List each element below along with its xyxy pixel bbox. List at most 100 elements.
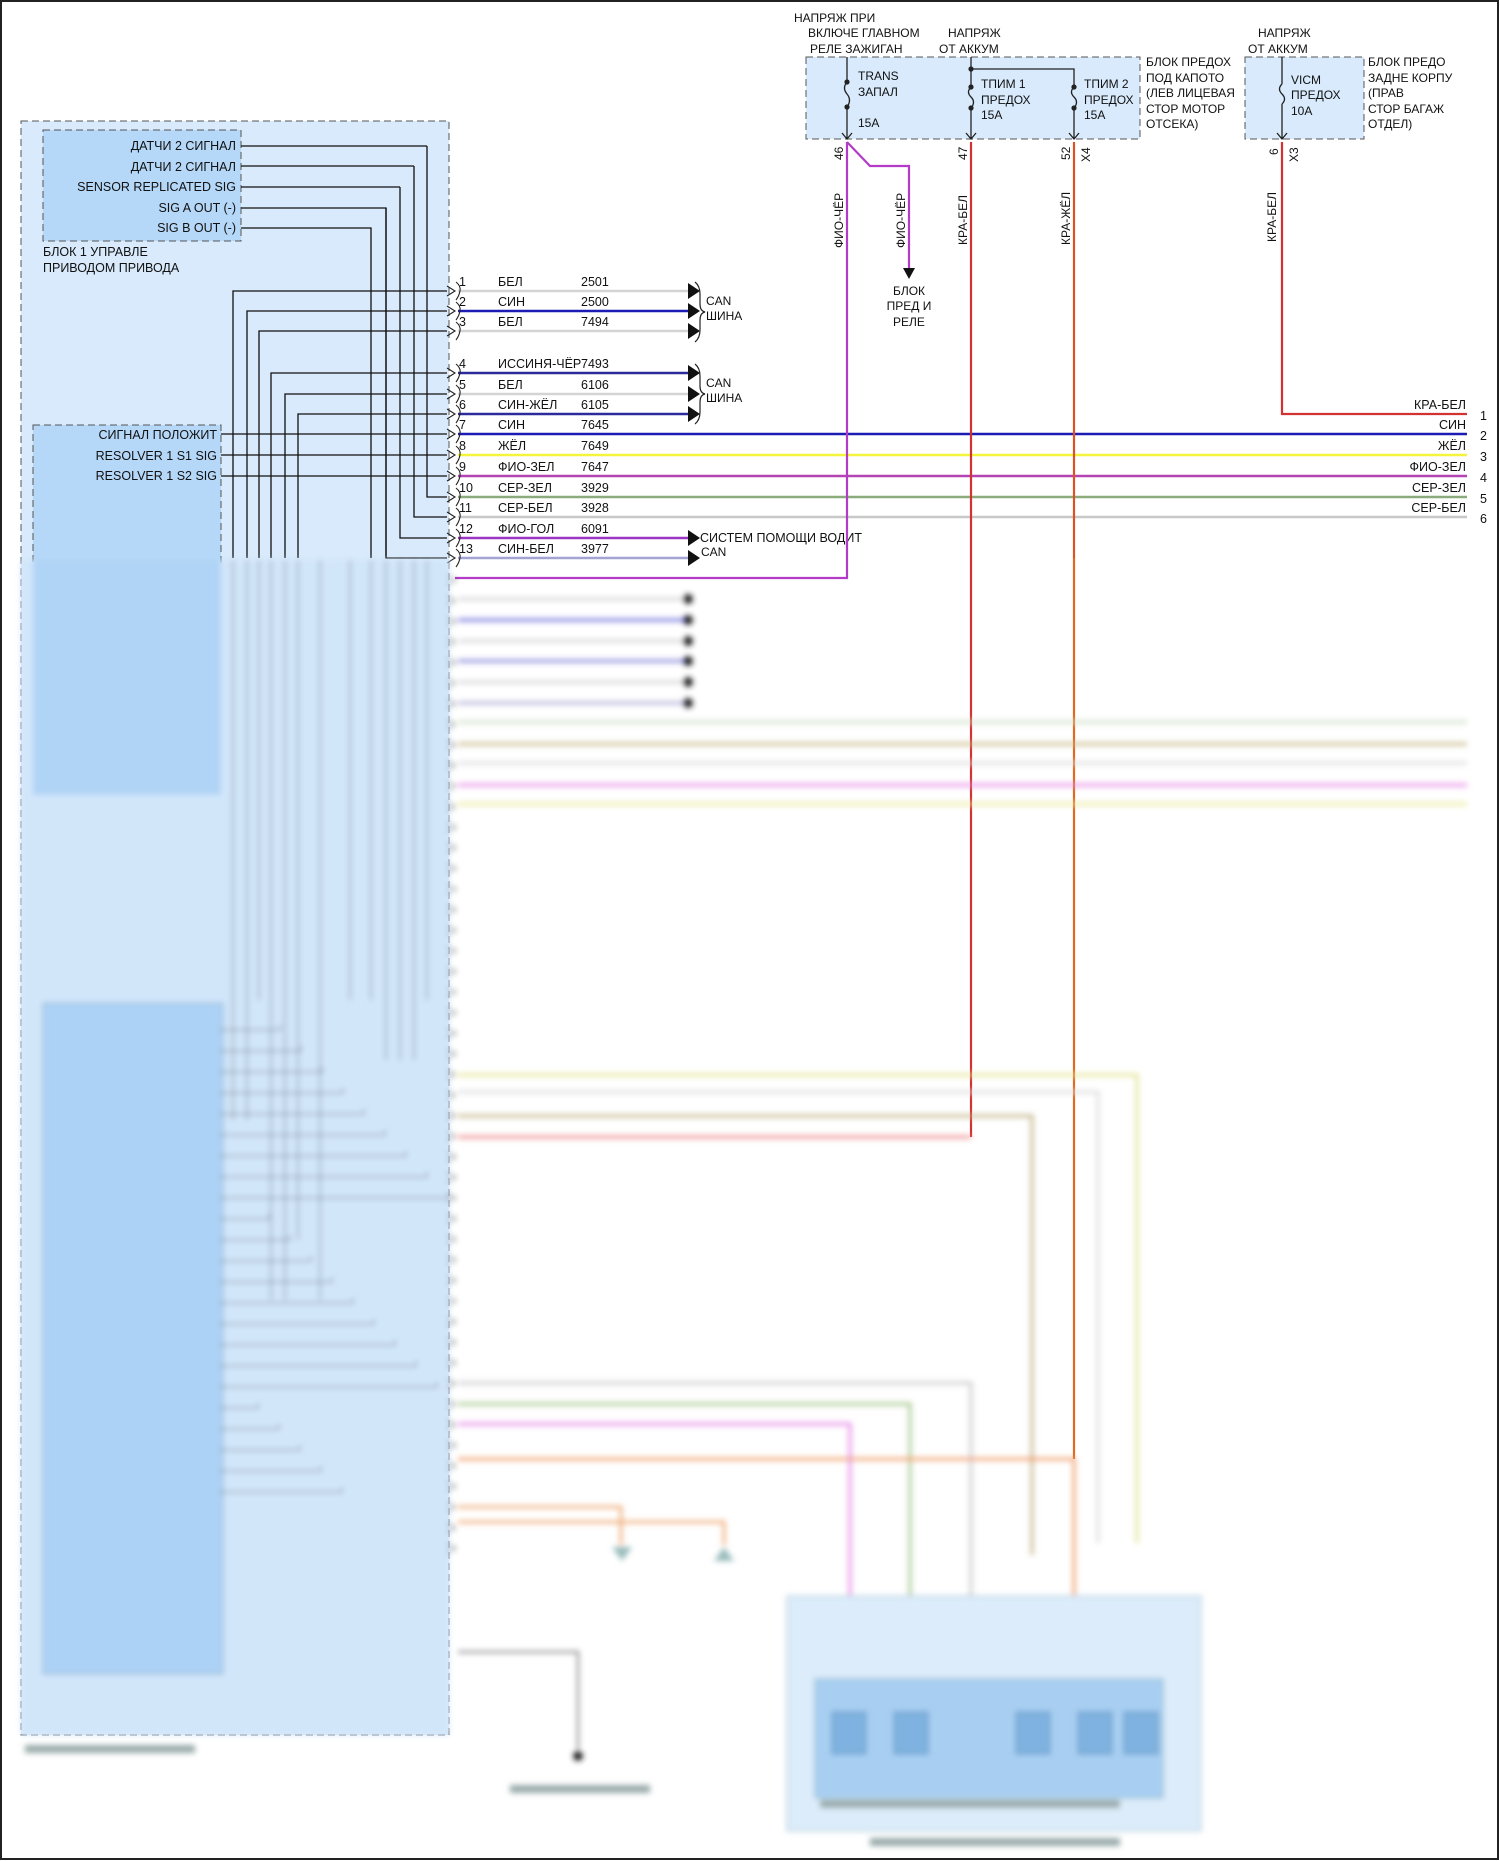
- blurred-wire: [458, 1090, 1100, 1543]
- blurred-wire: [446, 1048, 456, 1060]
- panel-name: БЛОК ПРЕДО: [1368, 55, 1446, 69]
- blurred-wire: [220, 1025, 281, 1031]
- blurred-wire: [446, 595, 456, 607]
- connector-row: 11 СЕР-БЕЛ 3928: [446, 501, 1467, 527]
- blurred-terminal: [683, 636, 693, 646]
- submodule-2-pins: СИГНАЛ ПОЛОЖИТ RESOLVER 1 S1 SIG RESOLVE…: [96, 428, 218, 483]
- pin-label: SENSOR REPLICATED SIG: [77, 180, 236, 194]
- blurred-terminal: [683, 615, 693, 625]
- blurred-wire: [446, 574, 456, 586]
- can-bus-label: CAN: [706, 376, 731, 390]
- fuse-panel-1-name: БЛОК ПРЕДОХ ПОД КАПОТО (ЛЕВ ЛИЦЕВАЯ СТОР…: [1146, 55, 1235, 131]
- panel-name: ПОД КАПОТО: [1146, 71, 1224, 85]
- connector-rows: 1 БЕЛ 2501 2 СИН 2500 3 БЕЛ 7494 4 ИССИНЯ-ЧЁР 7493 5…: [446, 275, 1467, 568]
- wire-color: КРА-БЕЛ: [1265, 192, 1279, 242]
- arrow-icon: [688, 303, 700, 319]
- right-wire-color: СЕР-ЗЕЛ: [1412, 481, 1466, 495]
- blurred-wire: [446, 1171, 456, 1183]
- blurred-wire: [220, 1214, 270, 1220]
- panel-name: БЛОК ПРЕДОХ: [1146, 55, 1231, 69]
- supply-label: РЕЛЕ ЗАЖИГАН: [810, 42, 903, 56]
- right-pin-number: 5: [1480, 492, 1487, 506]
- blurred-wire: [220, 1256, 312, 1262]
- blurred-wire: [446, 1130, 456, 1142]
- blurred-wire: [446, 718, 456, 730]
- pin-number: 47: [956, 146, 970, 160]
- fuse-panel-1-box: [805, 56, 1141, 140]
- row-color: БЕЛ: [498, 378, 523, 392]
- right-wire-color: СЕР-БЕЛ: [1411, 501, 1466, 515]
- driver-assist-label: СИСТЕМ ПОМОЩИ ВОДИТ: [700, 531, 862, 545]
- pin-label: SIG A OUT (-): [158, 201, 236, 215]
- blurred-wire: [446, 1398, 456, 1410]
- blurred-wire: [446, 615, 456, 627]
- internal-wire: [426, 146, 447, 498]
- connector-row: 4 ИССИНЯ-ЧЁР 7493: [446, 357, 700, 383]
- blurred-terminal: [683, 698, 693, 708]
- row-color: СЕР-БЕЛ: [498, 501, 553, 515]
- blurred-region: [21, 560, 1467, 1846]
- row-circuit: 3929: [581, 481, 609, 495]
- right-pin-number: 4: [1480, 471, 1487, 485]
- row-circuit: 3928: [581, 501, 609, 515]
- connector-row: 9 ФИО-ЗЕЛ 7647: [446, 460, 1467, 486]
- blurred-terminal: [683, 594, 693, 604]
- fuse-rating: 15A: [1084, 108, 1105, 122]
- blurred-wire: [220, 1193, 449, 1199]
- blurred-wire: [446, 1027, 456, 1039]
- blurred-wire: [220, 1067, 323, 1073]
- arrow-icon: [688, 323, 700, 339]
- blurred-wire: [220, 1361, 417, 1367]
- fuse-rating: 15A: [981, 108, 1002, 122]
- internal-wire: [297, 413, 447, 558]
- fuse-label: VICM: [1291, 73, 1321, 87]
- wire-color: КРА-БЕЛ: [956, 195, 970, 245]
- row-circuit: 3977: [581, 542, 609, 556]
- blurred-wire: [446, 1295, 456, 1307]
- blurred-wire: [446, 636, 456, 648]
- blurred-wire: [446, 986, 456, 998]
- blurred-wire: [446, 698, 456, 710]
- blurred-wire: [446, 739, 456, 751]
- row-circuit: 6106: [581, 378, 609, 392]
- terminal-icon: [446, 384, 461, 404]
- branch-target: ПРЕД И: [887, 299, 932, 313]
- right-wire-color: ФИО-ЗЕЛ: [1410, 460, 1466, 474]
- blurred-wire: [458, 1422, 852, 1600]
- row-color: ИССИНЯ-ЧЁР: [498, 357, 581, 371]
- blurred-wire: [446, 1192, 456, 1204]
- fuse-label: ТПИМ 1: [981, 77, 1026, 91]
- blurred-wire: [458, 1520, 726, 1545]
- blurred-wire: [446, 780, 456, 792]
- row-circuit: 2501: [581, 275, 609, 289]
- blurred-wire: [446, 883, 456, 895]
- blurred-wire: [446, 1480, 456, 1492]
- blurred-wire: [220, 1382, 438, 1388]
- blurred-wire: [220, 1319, 375, 1325]
- blurred-wire: [446, 1213, 456, 1225]
- pin-label: ДАТЧИ 2 СИГНАЛ: [131, 139, 236, 153]
- connector-row: 2 СИН 2500: [446, 295, 700, 321]
- row-pin: 4: [459, 357, 466, 371]
- right-pin-number: 1: [1480, 409, 1487, 423]
- fuse-label: TRANS: [858, 69, 899, 83]
- row-circuit: 6091: [581, 522, 609, 536]
- blurred-wire: [446, 656, 456, 668]
- row-color: БЕЛ: [498, 315, 523, 329]
- can-bus-label: ШИНА: [706, 391, 742, 405]
- blurred-wire: [446, 1274, 456, 1286]
- submodule-1-box: [42, 129, 242, 242]
- blurred-wire: [220, 1466, 322, 1472]
- blurred-wire: [458, 1381, 973, 1600]
- terminal-icon: [446, 528, 461, 548]
- connector-id: X3: [1287, 147, 1301, 162]
- blurred-wire: [446, 1068, 456, 1080]
- supply-wires: [455, 141, 1467, 1459]
- blurred-wire: [446, 1522, 456, 1534]
- row-circuit: 7493: [581, 357, 609, 371]
- panel-name: (ЛЕВ ЛИЦЕВАЯ: [1146, 86, 1235, 100]
- terminal-icon: [446, 466, 461, 486]
- row-circuit: 7647: [581, 460, 609, 474]
- blurred-wire: [446, 1439, 456, 1451]
- terminal-icon: [446, 281, 461, 301]
